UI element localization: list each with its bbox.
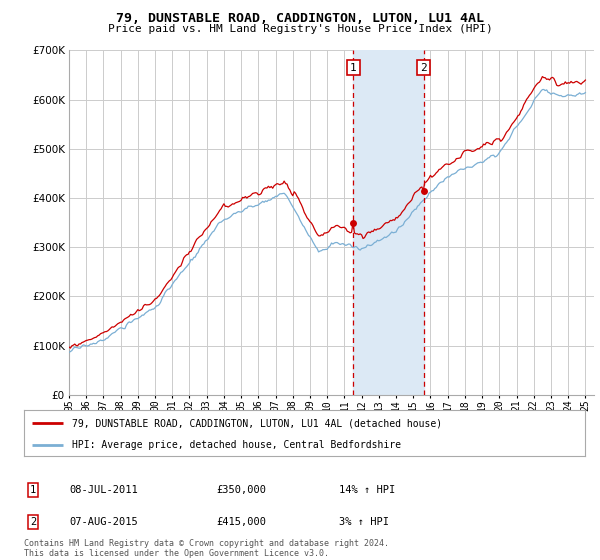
Text: 2: 2: [420, 63, 427, 73]
Text: 1: 1: [30, 485, 36, 495]
Bar: [353, 50, 424, 395]
Text: HPI: Average price, detached house, Central Bedfordshire: HPI: Average price, detached house, Cent…: [71, 440, 401, 450]
Text: 07-AUG-2015: 07-AUG-2015: [69, 517, 138, 527]
Text: 08-JUL-2011: 08-JUL-2011: [69, 485, 138, 495]
Text: 3% ↑ HPI: 3% ↑ HPI: [339, 517, 389, 527]
Text: Price paid vs. HM Land Registry's House Price Index (HPI): Price paid vs. HM Land Registry's House …: [107, 24, 493, 34]
Text: 2: 2: [30, 517, 36, 527]
Text: 79, DUNSTABLE ROAD, CADDINGTON, LUTON, LU1 4AL: 79, DUNSTABLE ROAD, CADDINGTON, LUTON, L…: [116, 12, 484, 25]
Text: 14% ↑ HPI: 14% ↑ HPI: [339, 485, 395, 495]
Text: £350,000: £350,000: [216, 485, 266, 495]
Text: 79, DUNSTABLE ROAD, CADDINGTON, LUTON, LU1 4AL (detached house): 79, DUNSTABLE ROAD, CADDINGTON, LUTON, L…: [71, 418, 442, 428]
Text: £415,000: £415,000: [216, 517, 266, 527]
Text: Contains HM Land Registry data © Crown copyright and database right 2024.
This d: Contains HM Land Registry data © Crown c…: [24, 539, 389, 558]
Text: 1: 1: [350, 63, 357, 73]
